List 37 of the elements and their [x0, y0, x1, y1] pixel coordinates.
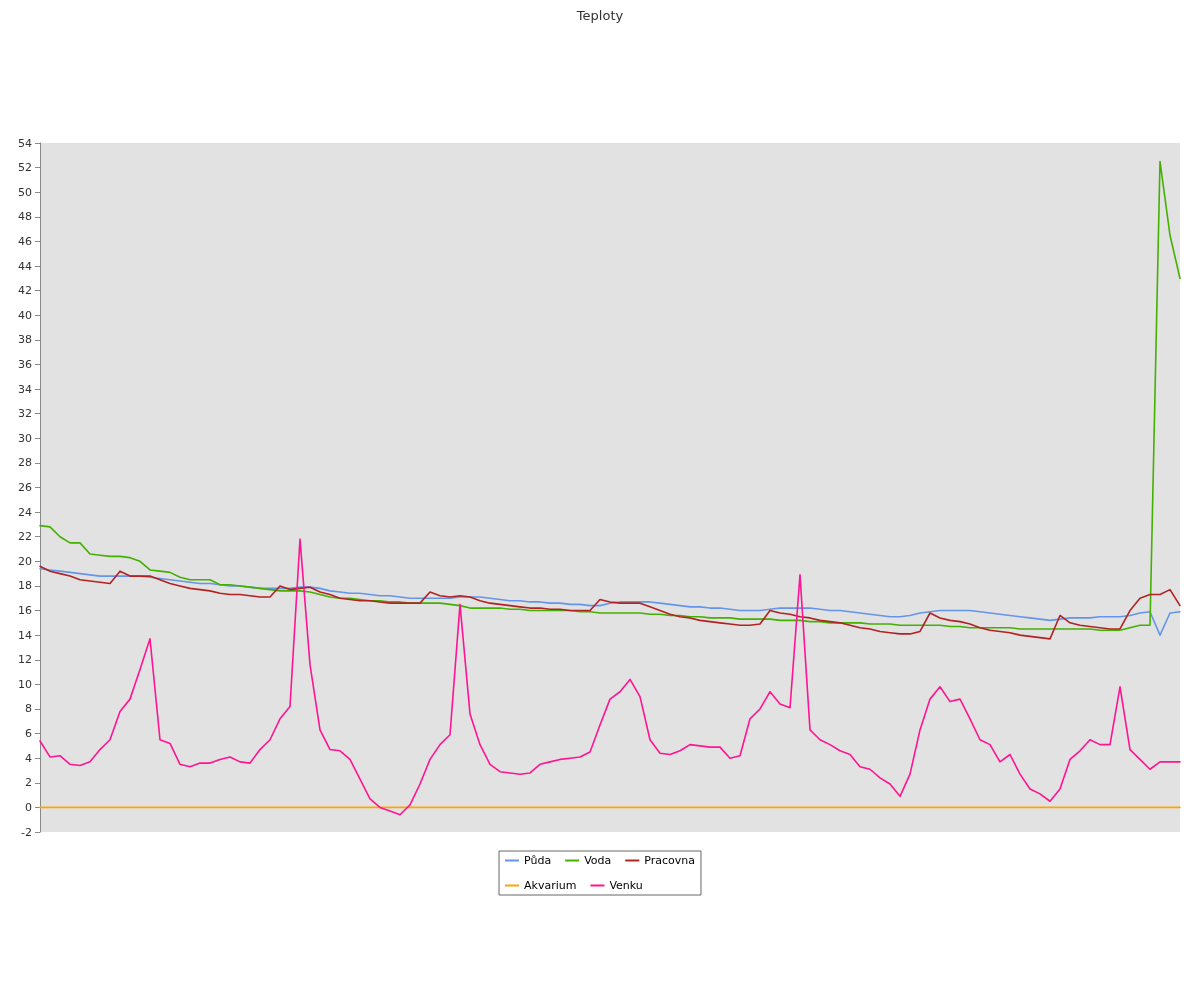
- line-series: [39, 538, 1181, 816]
- y-tick-label: 54: [18, 136, 32, 150]
- y-tick-label: 38: [18, 333, 32, 347]
- y-tick-label: 6: [25, 727, 32, 741]
- y-tick-label: 12: [18, 653, 32, 667]
- y-tick-label: 16: [18, 604, 32, 618]
- y-tick-label: 26: [18, 481, 32, 494]
- legend-label: Půda: [524, 854, 552, 867]
- y-tick-label: 48: [18, 210, 32, 224]
- y-tick-label: 52: [18, 161, 32, 175]
- y-tick-label: 8: [25, 702, 32, 716]
- chart-title: Teploty: [575, 8, 624, 23]
- line-series: [39, 160, 1181, 632]
- y-tick-label: 2: [25, 776, 32, 790]
- y-tick-label: 40: [18, 308, 32, 322]
- legend-label: Venku: [609, 879, 643, 892]
- y-tick-label: 42: [18, 284, 32, 298]
- y-tick-label: 30: [18, 431, 32, 445]
- y-tick-label: 46: [18, 234, 32, 248]
- y-tick-label: 10: [18, 677, 32, 691]
- y-tick-label: 22: [18, 530, 32, 544]
- y-tick-label: 18: [18, 579, 32, 593]
- y-tick-label: 14: [18, 628, 32, 642]
- legend-label: Akvarium: [524, 879, 577, 892]
- y-tick-label: 32: [18, 407, 32, 421]
- y-tick-label: 28: [18, 456, 32, 470]
- y-tick-label: -2: [21, 825, 32, 839]
- legend-label: Pracovna: [644, 854, 695, 867]
- y-tick-label: 50: [18, 185, 32, 199]
- y-tick-label: 4: [25, 751, 32, 765]
- y-tick-label: 44: [18, 259, 32, 273]
- y-tick-label: 24: [18, 505, 32, 519]
- legend-label: Voda: [584, 854, 612, 867]
- y-tick-label: 20: [18, 554, 32, 568]
- y-tick-label: 34: [18, 382, 32, 396]
- y-tick-label: 0: [25, 800, 32, 814]
- y-tick-label: 36: [18, 357, 32, 371]
